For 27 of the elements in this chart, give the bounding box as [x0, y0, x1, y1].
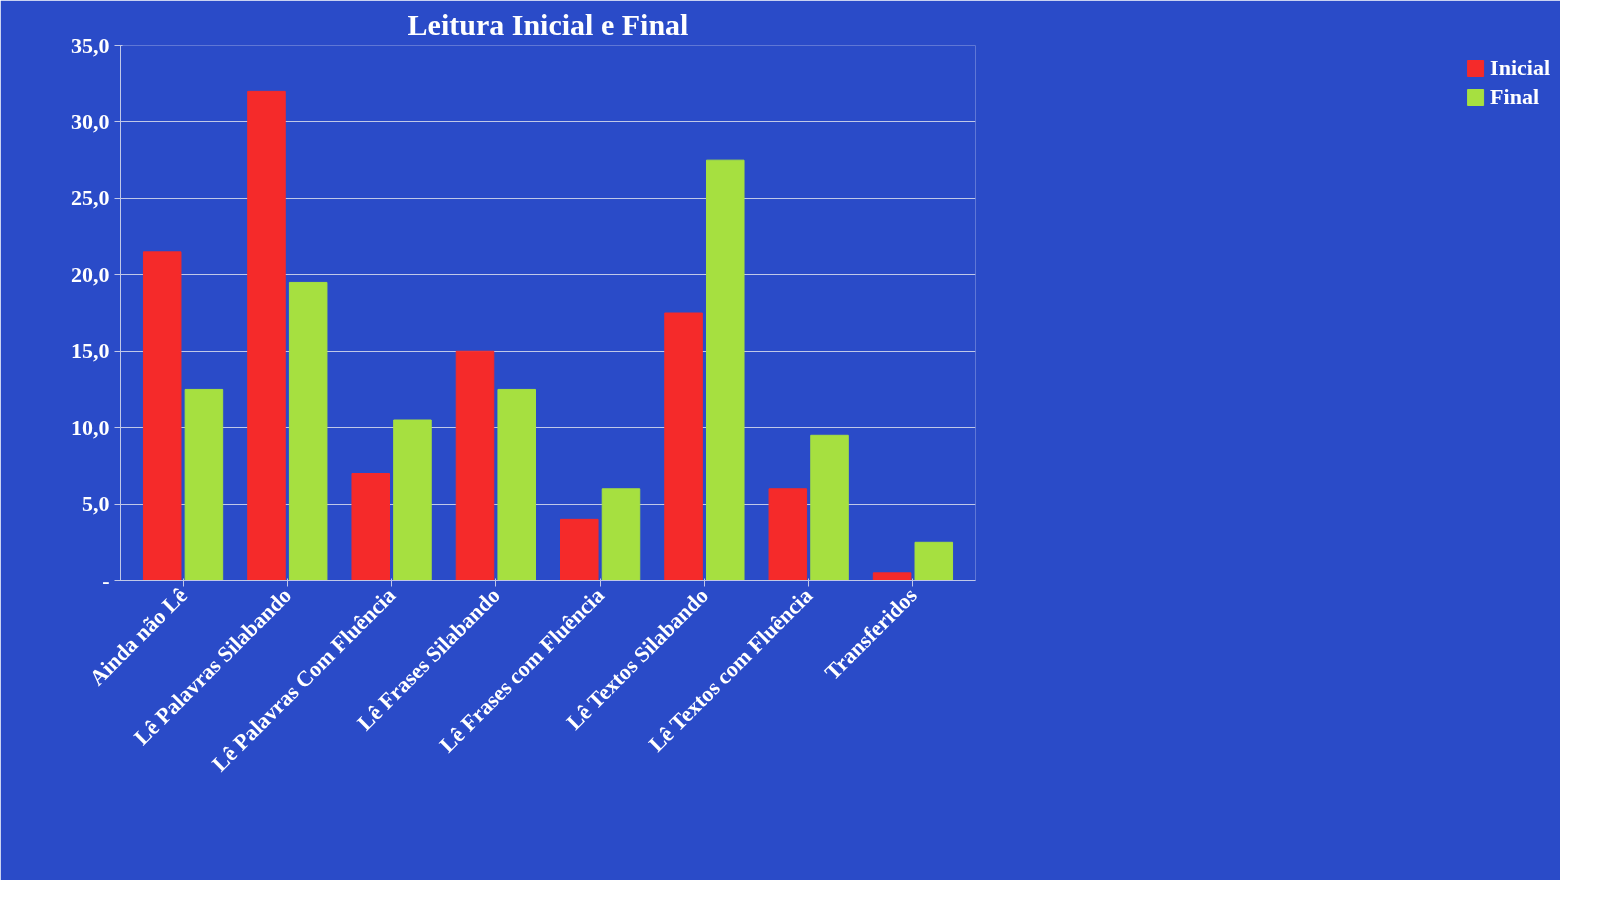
bar: [288, 281, 328, 581]
y-tick-label: 15,0: [71, 338, 110, 364]
y-tick-label: 5,0: [82, 491, 110, 517]
bar: [497, 388, 536, 581]
bar: [184, 388, 224, 581]
bar: [872, 572, 912, 581]
bar: [601, 488, 641, 581]
y-tick-label: 25,0: [71, 185, 110, 211]
bar: [560, 518, 599, 581]
legend-label: Final: [1490, 84, 1539, 110]
y-tick-label: 20,0: [71, 261, 110, 287]
legend-label: Inicial: [1490, 55, 1550, 81]
bar: [810, 434, 849, 581]
bar: [914, 541, 954, 581]
bar: [705, 159, 745, 581]
y-tick-label: 10,0: [71, 414, 110, 440]
y-tick-label: -: [102, 567, 110, 593]
bar: [455, 350, 495, 581]
chart-title: Leitura Inicial e Final: [407, 7, 689, 41]
y-tick-label: 35,0: [71, 32, 110, 58]
bar: [247, 90, 286, 581]
bar: [768, 488, 808, 581]
bar: [142, 251, 182, 581]
bar: [393, 419, 432, 581]
bar: [351, 473, 391, 581]
y-tick-label: 30,0: [71, 108, 110, 134]
bar: [664, 312, 703, 581]
